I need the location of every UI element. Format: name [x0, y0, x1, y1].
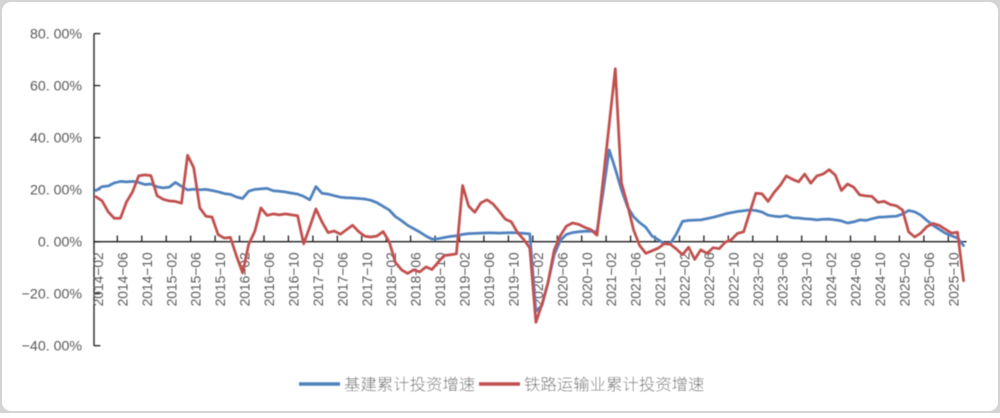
svg-text:2022−06: 2022−06 — [702, 252, 717, 306]
svg-text:2018−02: 2018−02 — [384, 252, 399, 306]
svg-text:2016−06: 2016−06 — [262, 252, 277, 306]
svg-text:2015−06: 2015−06 — [189, 252, 204, 306]
svg-text:2017−02: 2017−02 — [311, 252, 326, 306]
svg-text:2021−02: 2021−02 — [604, 252, 619, 306]
svg-text:20. 00%: 20. 00% — [30, 183, 82, 199]
svg-text:2023−02: 2023−02 — [751, 252, 766, 306]
svg-text:2019−10: 2019−10 — [506, 252, 521, 306]
svg-text:−40. 00%: −40. 00% — [22, 339, 83, 355]
svg-text:2023−06: 2023−06 — [775, 252, 790, 306]
svg-text:2019−06: 2019−06 — [482, 252, 497, 306]
svg-text:2016−10: 2016−10 — [287, 252, 302, 306]
svg-text:2021−10: 2021−10 — [653, 252, 668, 306]
svg-text:2022−10: 2022−10 — [726, 252, 741, 306]
svg-text:2014−10: 2014−10 — [140, 252, 155, 306]
svg-text:60. 00%: 60. 00% — [30, 79, 82, 95]
svg-text:2018−06: 2018−06 — [409, 252, 424, 306]
svg-text:2025−06: 2025−06 — [922, 252, 937, 306]
svg-text:2025−10: 2025−10 — [946, 252, 961, 306]
svg-text:2025−02: 2025−02 — [898, 252, 913, 306]
svg-text:2024−06: 2024−06 — [849, 252, 864, 306]
svg-text:2017−10: 2017−10 — [360, 252, 375, 306]
svg-text:2024−02: 2024−02 — [824, 252, 839, 306]
svg-text:80. 00%: 80. 00% — [30, 27, 82, 43]
svg-text:2017−06: 2017−06 — [335, 252, 350, 306]
svg-text:2020−06: 2020−06 — [555, 252, 570, 306]
svg-text:2021−06: 2021−06 — [629, 252, 644, 306]
svg-text:2020−10: 2020−10 — [580, 252, 595, 306]
svg-text:2019−02: 2019−02 — [458, 252, 473, 306]
svg-text:2022−02: 2022−02 — [678, 252, 693, 306]
svg-text:2023−10: 2023−10 — [800, 252, 815, 306]
svg-text:−20. 00%: −20. 00% — [22, 287, 83, 303]
svg-text:40. 00%: 40. 00% — [30, 131, 82, 147]
svg-text:2014−02: 2014−02 — [91, 252, 106, 306]
svg-text:2024−10: 2024−10 — [873, 252, 888, 306]
svg-text:2014−06: 2014−06 — [115, 252, 130, 306]
svg-text:2015−10: 2015−10 — [213, 252, 228, 306]
svg-text:0. 00%: 0. 00% — [38, 235, 83, 251]
svg-text:2015−02: 2015−02 — [164, 252, 179, 306]
